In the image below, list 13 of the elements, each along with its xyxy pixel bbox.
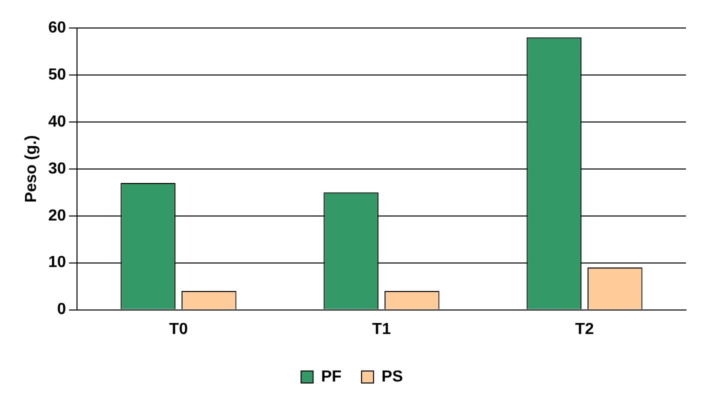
x-tick-label: T0: [169, 320, 188, 338]
y-tick-label: 20: [48, 207, 66, 224]
y-tick-label: 60: [48, 19, 66, 36]
legend-label: PS: [382, 368, 404, 386]
y-tick-label: 0: [57, 301, 66, 318]
x-tick-label: T1: [372, 320, 391, 338]
y-axis-title: Peso (g.): [23, 135, 40, 203]
y-tick-label: 40: [48, 113, 66, 130]
y-tick-label: 30: [48, 160, 66, 178]
y-tick-label: 10: [48, 254, 66, 272]
legend-label: PF: [321, 368, 342, 386]
x-tick-label: T2: [575, 320, 594, 338]
y-tick-label: 50: [48, 66, 66, 84]
